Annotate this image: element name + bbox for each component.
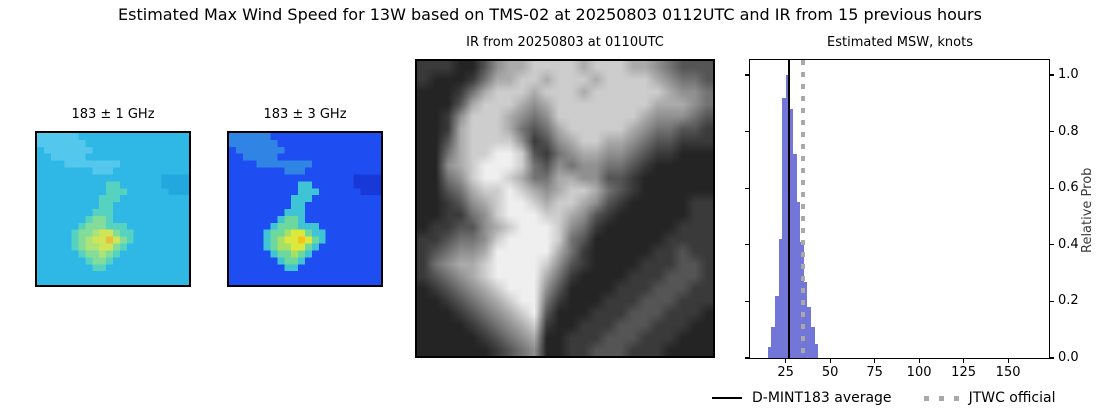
y-tick-label: 1.0	[1058, 67, 1079, 82]
dmint-average-line	[788, 60, 791, 358]
y-tick-right	[1050, 131, 1054, 133]
histogram-bar	[774, 295, 779, 358]
legend-label-dmint-average: D-MINT183 average	[752, 390, 892, 406]
histogram-bar	[803, 281, 808, 358]
ir-panel-title: IR from 20250803 at 0110UTC	[466, 35, 664, 50]
jtwc-official-line	[801, 60, 806, 358]
microwave-183pm1-image	[35, 131, 191, 287]
legend-label-jtwc-official: JTWC official	[968, 390, 1056, 406]
histogram-bar	[785, 75, 790, 358]
histogram-bar	[767, 346, 772, 358]
y-tick-right	[1050, 300, 1054, 302]
histogram-bar	[796, 202, 801, 358]
y-tick-label: 0.2	[1058, 293, 1079, 309]
x-tick	[829, 359, 831, 363]
y-tick-left	[744, 187, 749, 189]
histogram-bar	[782, 97, 786, 358]
y-tick-left	[744, 74, 749, 76]
x-tick	[918, 359, 920, 363]
y-tick-label: 0.8	[1058, 123, 1079, 139]
legend-solid-line-swatch	[712, 397, 742, 399]
x-tick	[874, 359, 876, 363]
histogram-bar	[807, 307, 811, 358]
y-tick-label: 0.0	[1058, 350, 1079, 365]
histogram-bar	[814, 343, 819, 358]
histogram-title: Estimated MSW, knots	[827, 35, 973, 50]
histogram-bar	[792, 154, 797, 358]
y-tick-left	[744, 244, 749, 246]
legend-dotted-line-swatch	[923, 395, 959, 401]
x-tick-label: 125	[951, 365, 976, 380]
histogram-plot-area: 25 50 75 100 125 150 0.0 0.2 0.4 0.6 0.8 1.0	[744, 59, 1079, 380]
x-tick	[1007, 359, 1009, 363]
x-tick	[785, 359, 787, 363]
histogram-bar	[810, 326, 815, 358]
y-tick-right	[1050, 244, 1054, 246]
histogram-bar	[789, 109, 794, 358]
y-tick-right	[1050, 357, 1054, 359]
legend: D-MINT183 average JTWC official	[712, 387, 1100, 409]
mw1-panel-title: 183 ± 1 GHz	[71, 107, 155, 122]
x-tick-label: 25	[777, 365, 794, 380]
histogram-bar	[771, 326, 776, 358]
y-axis-label: Relative Prob	[1080, 167, 1095, 253]
y-tick-left	[744, 131, 749, 133]
y-tick-label: 0.4	[1058, 236, 1079, 252]
histogram-bar	[778, 239, 783, 358]
y-tick-left	[744, 300, 749, 302]
microwave-183pm3-image	[227, 131, 383, 287]
x-tick-label: 150	[995, 365, 1021, 380]
x-tick-label: 100	[906, 365, 932, 380]
x-tick-label: 50	[821, 365, 839, 380]
ir-satellite-image	[415, 59, 715, 358]
y-tick-label: 0.6	[1058, 180, 1079, 196]
x-tick	[963, 359, 965, 363]
y-tick-right	[1050, 74, 1054, 76]
y-tick-right	[1050, 187, 1054, 189]
mw2-panel-title: 183 ± 3 GHz	[263, 107, 347, 122]
x-tick-label: 75	[866, 365, 883, 380]
figure-title: Estimated Max Wind Speed for 13W based o…	[118, 5, 982, 24]
y-tick-left	[744, 357, 749, 359]
